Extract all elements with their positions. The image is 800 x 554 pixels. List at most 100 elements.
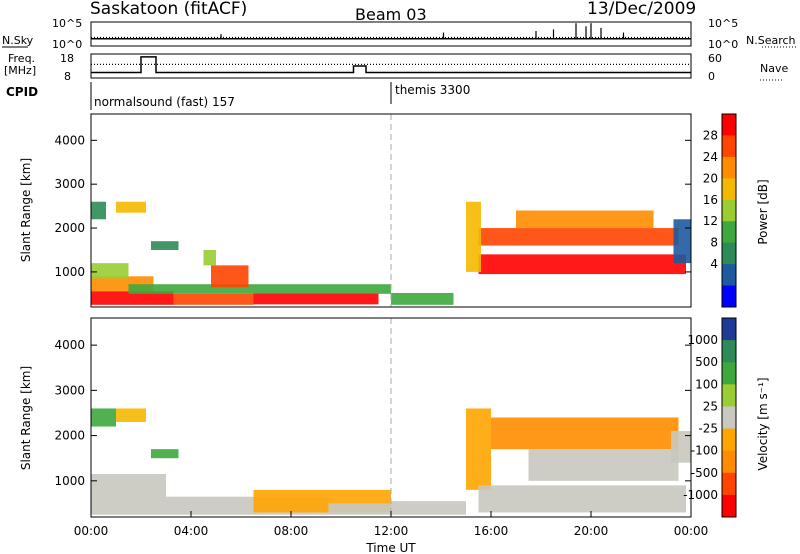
- data-region-0: [91, 291, 174, 305]
- data-region-8: [91, 201, 106, 220]
- freq-ylabel-line1: Freq.: [8, 52, 35, 65]
- freq-series: [91, 56, 691, 74]
- data-region-6: [116, 408, 146, 423]
- cpid-entry-1: themis 3300: [395, 83, 470, 97]
- data-region-8: [466, 408, 491, 490]
- colorbar-segment: [722, 450, 736, 474]
- data-region-2: [91, 263, 129, 279]
- data-region-3: [328, 503, 391, 515]
- colorbar-tick-label: 25: [703, 399, 718, 413]
- xtick-label: 04:00: [174, 524, 209, 538]
- station-title: Saskatoon (fitACF): [90, 0, 247, 19]
- noise-series: [91, 23, 691, 40]
- data-region-5: [128, 284, 391, 294]
- colorbar-segment: [722, 384, 736, 407]
- beam-title: Beam 03: [355, 5, 427, 24]
- ytick-label: 2000: [54, 429, 85, 443]
- xtick-label: 12:00: [374, 524, 409, 538]
- ytick-label: 1000: [54, 474, 85, 488]
- ytick-label: 4000: [54, 338, 85, 352]
- data-region-0: [91, 474, 166, 515]
- xtick-label: 16:00: [474, 524, 509, 538]
- freq-left-tick-bottom: 8: [64, 70, 71, 83]
- power-colorbar: 28 24 20 16 12 8 4: [703, 113, 737, 308]
- xtick-label: 20:00: [574, 524, 609, 538]
- x-axis-label: Time UT: [365, 541, 416, 554]
- velocity-yticks: 1000 2000 3000 4000: [54, 338, 691, 488]
- colorbar-segment: [722, 362, 736, 385]
- data-region-4: [253, 292, 379, 305]
- data-region-11: [478, 485, 686, 513]
- data-region-9: [491, 417, 679, 450]
- noise-ylabel: N.Sky: [2, 34, 34, 47]
- colorbar-segment: [722, 156, 736, 179]
- velocity-colorbar: 1000 500 100 25 -25 -100 -500 -1000: [683, 317, 737, 518]
- noise-right-tick-top: 10^5: [708, 17, 738, 30]
- colorbar-tick-label: 24: [703, 150, 718, 164]
- colorbar-tick-label: 1000: [687, 333, 718, 347]
- colorbar-tick-label: 8: [710, 236, 718, 250]
- colorbar-segment: [722, 199, 736, 222]
- data-region-13: [478, 254, 686, 275]
- ytick-label: 3000: [54, 177, 85, 191]
- data-region-15: [516, 210, 654, 229]
- xtick-label: 00:00: [74, 524, 109, 538]
- colorbar-tick-label: 100: [695, 377, 718, 391]
- colorbar-frame: [721, 113, 737, 308]
- noise-right-label: N.Search: [746, 34, 796, 47]
- data-region-12: [466, 289, 686, 303]
- colorbar-tick-label: -1000: [683, 488, 718, 502]
- data-region-5: [91, 408, 116, 427]
- colorbar-tick-label: 28: [703, 128, 718, 142]
- data-region-10: [528, 449, 679, 481]
- noise-frame: [90, 21, 692, 47]
- data-region-12: [671, 431, 691, 463]
- power-panel: Slant Range [km] 1000 2000 3000 4000 28 24 20…: [19, 113, 770, 308]
- colorbar-segment: [722, 242, 736, 265]
- colorbar-segment: [722, 178, 736, 201]
- data-region-7: [203, 249, 216, 266]
- colorbar-segment: [722, 285, 736, 308]
- colorbar-tick-label: 16: [703, 193, 718, 207]
- velocity-xticks: 00:00 04:00 08:00 12:00 16:00 20:00 00:00: [74, 511, 708, 538]
- freq-panel: Freq. [MHz] 18 8 60 0 Nave: [4, 52, 788, 83]
- colorbar-tick-label: 20: [703, 171, 718, 185]
- data-region-16: [466, 201, 481, 272]
- ytick-label: 1000: [54, 265, 85, 279]
- freq-right-label: Nave: [760, 62, 788, 75]
- freq-line: [91, 56, 691, 74]
- data-region-17: [673, 219, 691, 264]
- velocity-heatmap: [91, 408, 691, 515]
- colorbar-tick-label: 4: [710, 257, 718, 271]
- freq-right-tick-top: 60: [708, 52, 722, 65]
- colorbar-segment: [722, 221, 736, 244]
- velocity-colorbar-label: Velocity [m s⁻¹]: [756, 377, 770, 470]
- colorbar-tick-label: -500: [691, 466, 718, 480]
- cpid-panel: CPID normalsound (fast) 157 themis 3300: [6, 82, 470, 110]
- colorbar-segment: [722, 494, 736, 518]
- noise-left-tick-bottom: 10^0: [52, 38, 82, 51]
- cpid-label: CPID: [6, 85, 38, 99]
- colorbar-segment: [722, 135, 736, 158]
- colorbar-segment: [722, 472, 736, 496]
- power-colorbar-label: Power [dB]: [756, 179, 770, 244]
- data-region-14: [478, 228, 679, 246]
- noise-panel: N.Sky 10^5 10^0 10^5 10^0 N.Search: [2, 17, 798, 51]
- colorbar-segment: [722, 264, 736, 287]
- date-title: 13/Dec/2009: [587, 0, 696, 19]
- colorbar-tick-label: -25: [698, 422, 718, 436]
- power-yticks: 1000 2000 3000 4000: [54, 133, 691, 279]
- data-region-6: [211, 265, 249, 288]
- cpid-entry-0: normalsound (fast) 157: [94, 95, 235, 109]
- data-region-4: [391, 501, 466, 515]
- colorbar-segment: [722, 114, 736, 136]
- colorbar-tick-label: 12: [703, 214, 718, 228]
- xtick-label: 08:00: [274, 524, 309, 538]
- colorbar-segment: [722, 318, 736, 341]
- freq-ylabel-line2: [MHz]: [4, 64, 36, 77]
- data-region-11: [391, 292, 454, 305]
- velocity-ylabel: Slant Range [km]: [19, 366, 33, 470]
- colorbar-segment: [722, 406, 736, 430]
- noise-right-tick-bottom: 10^0: [708, 38, 738, 51]
